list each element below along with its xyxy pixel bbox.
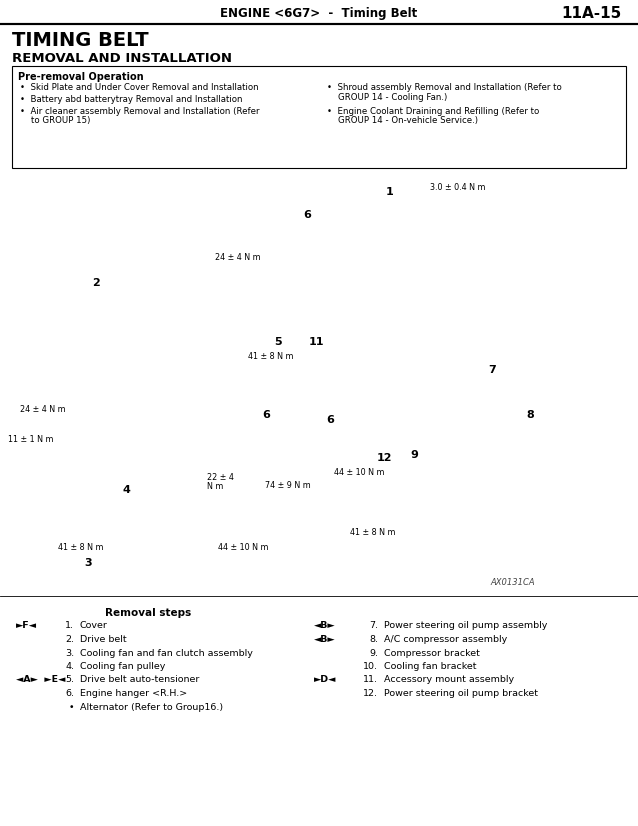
Text: ◄B►: ◄B► [314,635,336,644]
Text: 5.: 5. [65,676,74,685]
Text: 1: 1 [386,187,394,197]
Text: •  Air cleaner assembly Removal and Installation (Refer: • Air cleaner assembly Removal and Insta… [20,107,260,116]
Text: REMOVAL AND INSTALLATION: REMOVAL AND INSTALLATION [12,51,232,64]
Text: 4.: 4. [65,662,74,671]
Text: to GROUP 15): to GROUP 15) [20,116,91,126]
Text: Compressor bracket: Compressor bracket [384,648,480,657]
Text: GROUP 14 - On-vehicle Service.): GROUP 14 - On-vehicle Service.) [327,116,478,126]
Text: 6.: 6. [65,689,74,698]
Text: 41 ± 8 N m: 41 ± 8 N m [248,352,293,361]
Text: 5: 5 [274,337,282,347]
Text: •: • [68,702,74,711]
Text: •  Skid Plate and Under Cover Removal and Installation: • Skid Plate and Under Cover Removal and… [20,83,258,93]
Text: ◄A►  ►E◄: ◄A► ►E◄ [16,676,65,685]
Text: ENGINE <6G7>  -  Timing Belt: ENGINE <6G7> - Timing Belt [220,7,418,21]
Text: Power steering oil pump bracket: Power steering oil pump bracket [384,689,538,698]
Text: 41 ± 8 N m: 41 ± 8 N m [58,543,103,552]
Text: 4: 4 [122,485,130,495]
Text: 6: 6 [326,415,334,425]
Text: 44 ± 10 N m: 44 ± 10 N m [334,468,385,477]
Text: 12.: 12. [363,689,378,698]
Text: 7: 7 [488,365,496,375]
Text: Accessory mount assembly: Accessory mount assembly [384,676,514,685]
Text: 6: 6 [262,410,270,420]
Text: 11 ± 1 N m: 11 ± 1 N m [8,435,54,444]
Text: 22 ± 4: 22 ± 4 [207,473,234,482]
Text: •  Battery abd batterytray Removal and Installation: • Battery abd batterytray Removal and In… [20,96,242,105]
Text: 24 ± 4 N m: 24 ± 4 N m [215,253,261,262]
Text: 11.: 11. [363,676,378,685]
Text: 3: 3 [84,558,92,568]
Text: Cooling fan bracket: Cooling fan bracket [384,662,477,671]
Text: 74 ± 9 N m: 74 ± 9 N m [265,481,311,490]
Text: Drive belt: Drive belt [80,635,126,644]
Text: A/C compressor assembly: A/C compressor assembly [384,635,507,644]
Text: Cooling fan pulley: Cooling fan pulley [80,662,165,671]
Text: ◄B►: ◄B► [314,621,336,630]
Text: 3.: 3. [65,648,74,657]
Text: 11: 11 [308,337,323,347]
Text: Drive belt auto-tensioner: Drive belt auto-tensioner [80,676,199,685]
Text: •  Shroud assembly Removal and Installation (Refer to: • Shroud assembly Removal and Installati… [327,83,561,93]
Text: •  Engine Coolant Draining and Refilling (Refer to: • Engine Coolant Draining and Refilling … [327,107,539,116]
Text: 10.: 10. [363,662,378,671]
Text: 2: 2 [92,278,100,288]
Text: ►D◄: ►D◄ [314,676,336,685]
Text: 7.: 7. [369,621,378,630]
Text: 9.: 9. [369,648,378,657]
Text: 44 ± 10 N m: 44 ± 10 N m [218,543,269,552]
Text: Engine hanger <R.H.>: Engine hanger <R.H.> [80,689,187,698]
Text: Power steering oil pump assembly: Power steering oil pump assembly [384,621,547,630]
Text: TIMING BELT: TIMING BELT [12,31,149,50]
Text: ►F◄: ►F◄ [16,621,37,630]
Text: Removal steps: Removal steps [105,608,191,618]
Text: AX0131CA: AX0131CA [490,578,535,587]
Text: 1.: 1. [65,621,74,630]
Text: Cover: Cover [80,621,108,630]
Text: Alternator (Refer to Group16.): Alternator (Refer to Group16.) [80,702,223,711]
Text: Pre-removal Operation: Pre-removal Operation [18,72,144,82]
Text: 2.: 2. [65,635,74,644]
Text: GROUP 14 - Cooling Fan.): GROUP 14 - Cooling Fan.) [327,93,447,102]
Text: 8: 8 [526,410,534,420]
Text: Cooling fan and fan clutch assembly: Cooling fan and fan clutch assembly [80,648,253,657]
Text: N m: N m [207,482,223,491]
Text: 41 ± 8 N m: 41 ± 8 N m [350,528,396,537]
Text: 11A-15: 11A-15 [561,7,622,21]
Text: 24 ± 4 N m: 24 ± 4 N m [20,405,66,414]
Bar [12,66,626,168]
Text: 9: 9 [410,450,418,460]
Text: 8.: 8. [369,635,378,644]
Text: 6: 6 [303,210,311,220]
Text: 12: 12 [376,453,392,463]
Text: 3.0 ± 0.4 N m: 3.0 ± 0.4 N m [430,183,486,192]
